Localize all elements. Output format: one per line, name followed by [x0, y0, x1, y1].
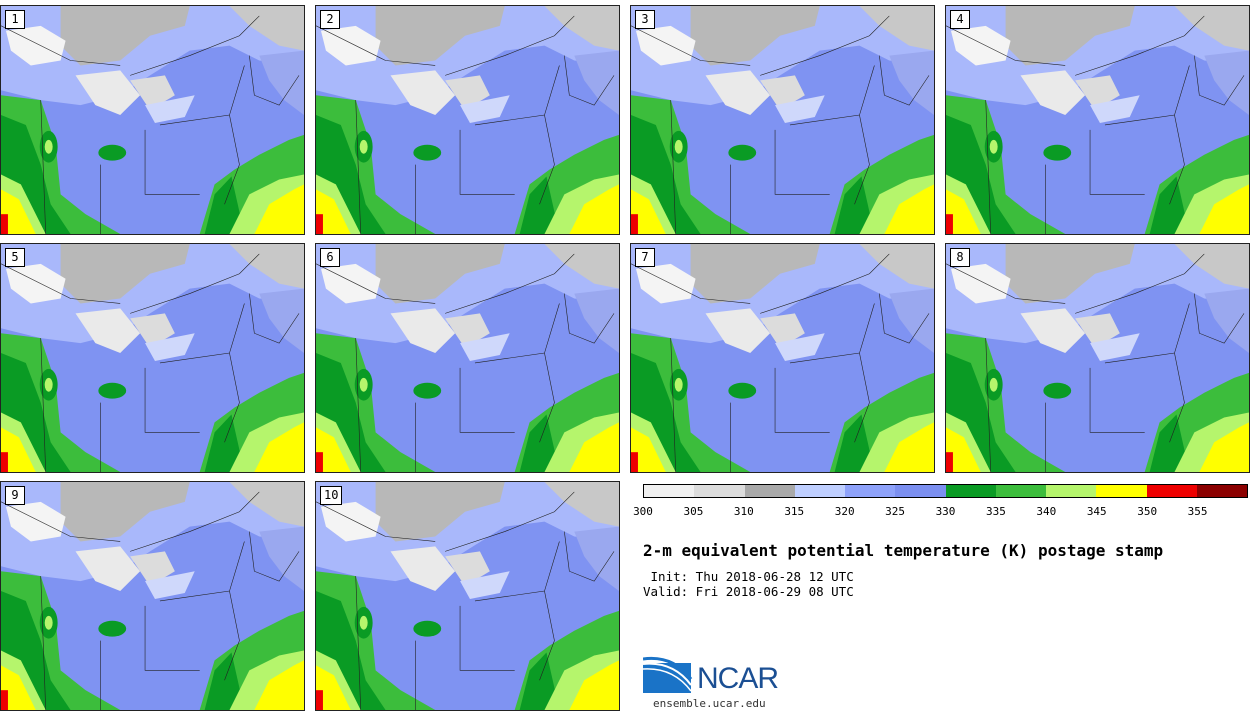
ncar-logo-icon [643, 656, 693, 693]
color-legend-bar [643, 484, 1248, 498]
member-number: 10 [320, 486, 343, 505]
member-number: 8 [950, 248, 970, 267]
member-number: 5 [5, 248, 25, 267]
theta-e-map [316, 482, 619, 710]
site-url: ensemble.ucar.edu [653, 697, 766, 710]
legend-tick-label: 325 [885, 505, 906, 518]
legend-tick-label: 300 [633, 505, 653, 518]
theta-e-map [946, 6, 1249, 234]
legend-tick-label: 340 [1036, 505, 1057, 518]
legend-tick-label: 305 [683, 505, 704, 518]
legend-tick-label: 355 [1187, 505, 1208, 518]
ensemble-member-panel-6[interactable]: 6 [315, 243, 620, 473]
ensemble-member-panel-3[interactable]: 3 [630, 5, 935, 235]
plot-title: 2-m equivalent potential temperature (K)… [643, 541, 1164, 560]
legend-tick-label: 350 [1137, 505, 1158, 518]
member-number: 3 [635, 10, 655, 29]
legend-tick-label: 345 [1086, 505, 1107, 518]
theta-e-map [631, 6, 934, 234]
legend-swatch-3 [794, 485, 845, 497]
ensemble-member-panel-4[interactable]: 4 [945, 5, 1250, 235]
legend-tick-label: 315 [784, 505, 805, 518]
legend-swatch-5 [895, 485, 946, 497]
ncar-logo-text: NCAR [697, 662, 779, 695]
legend-swatch-8 [1046, 485, 1097, 497]
legend-swatch-9 [1096, 485, 1147, 497]
legend-swatch-0 [644, 485, 695, 497]
theta-e-map [631, 244, 934, 472]
legend-tick-label: 310 [733, 505, 754, 518]
member-number: 6 [320, 248, 340, 267]
legend-swatch-7 [995, 485, 1046, 497]
ensemble-member-panel-8[interactable]: 8 [945, 243, 1250, 473]
legend-swatch-2 [744, 485, 795, 497]
member-number: 1 [5, 10, 25, 29]
legend-tick-label: 335 [985, 505, 1006, 518]
legend-swatch-11 [1196, 485, 1247, 497]
theta-e-map [316, 244, 619, 472]
theta-e-map [946, 244, 1249, 472]
ensemble-member-panel-7[interactable]: 7 [630, 243, 935, 473]
member-number: 9 [5, 486, 25, 505]
ensemble-member-panel-5[interactable]: 5 [0, 243, 305, 473]
theta-e-map [1, 6, 304, 234]
legend-swatch-4 [845, 485, 896, 497]
legend-swatch-1 [694, 485, 745, 497]
legend-swatch-10 [1146, 485, 1197, 497]
member-number: 2 [320, 10, 340, 29]
valid-time: Valid: Fri 2018-06-29 08 UTC [643, 584, 854, 599]
color-legend-tick-labels: 300 305 310 315 320 325 330 335 340 345 350 355 [633, 505, 1248, 521]
init-time: Init: Thu 2018-06-28 12 UTC [643, 569, 854, 584]
legend-swatch-6 [945, 485, 996, 497]
legend-tick-label: 330 [935, 505, 956, 518]
theta-e-map [1, 244, 304, 472]
ensemble-member-panel-10[interactable]: 10 [315, 481, 620, 711]
member-number: 7 [635, 248, 655, 267]
member-number: 4 [950, 10, 970, 29]
theta-e-map [1, 482, 304, 710]
ensemble-member-panel-1[interactable]: 1 [0, 5, 305, 235]
ensemble-member-panel-9[interactable]: 9 [0, 481, 305, 711]
legend-tick-label: 320 [834, 505, 855, 518]
ensemble-member-panel-2[interactable]: 2 [315, 5, 620, 235]
theta-e-map [316, 6, 619, 234]
